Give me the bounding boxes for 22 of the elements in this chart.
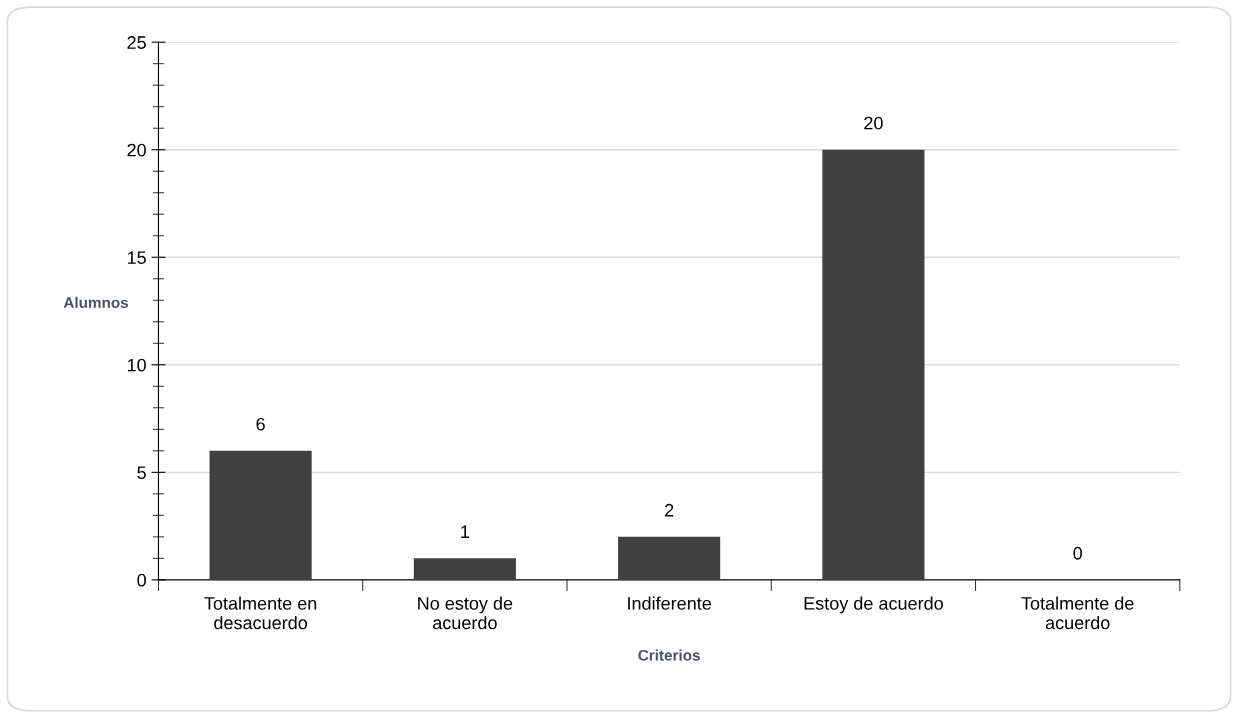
x-tick-label: Totalmente en desacuerdo [204, 596, 317, 630]
bar [618, 536, 721, 580]
x-tick-label: Totalmente de acuerdo [1021, 596, 1134, 630]
data-label: 0 [1073, 546, 1082, 560]
y-tick-label: 15 [127, 251, 146, 264]
x-tick-label: No estoy de acuerdo [418, 596, 513, 630]
bar [209, 450, 312, 580]
y-tick-label: 0 [137, 573, 146, 587]
x-tick-label: Estoy de acuerdo [804, 596, 943, 614]
x-axis-title: Criterios [638, 649, 700, 661]
y-tick-label: 25 [127, 36, 146, 49]
data-label: 6 [256, 417, 265, 431]
y-tick-label: 10 [127, 358, 146, 372]
data-label: 20 [864, 116, 883, 130]
bar [822, 149, 925, 580]
data-label: 1 [461, 525, 470, 538]
y-tick-label: 20 [127, 143, 146, 157]
data-label: 2 [665, 503, 674, 517]
y-axis-title: Alumnos [63, 296, 129, 309]
bar [413, 558, 516, 580]
x-tick-label: Indiferente [628, 596, 711, 610]
y-tick-label: 5 [137, 466, 146, 480]
